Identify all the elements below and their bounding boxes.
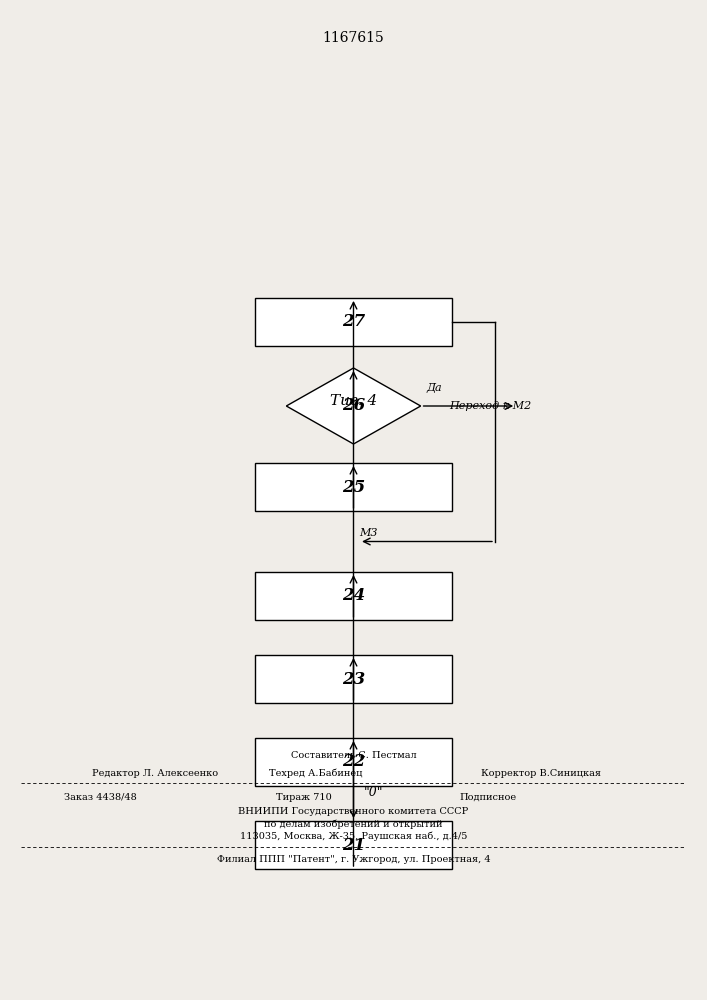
Text: Переход к M2: Переход к M2 bbox=[449, 401, 531, 411]
Bar bbox=[255, 738, 452, 786]
Text: 23: 23 bbox=[342, 670, 365, 688]
Bar bbox=[255, 298, 452, 346]
Text: Τиг. 4: Τиг. 4 bbox=[330, 394, 377, 408]
Polygon shape bbox=[286, 368, 421, 444]
Text: Корректор В.Синицкая: Корректор В.Синицкая bbox=[481, 768, 601, 778]
Text: Подписное: Подписное bbox=[460, 792, 517, 802]
Text: 26: 26 bbox=[342, 397, 365, 414]
Text: 27: 27 bbox=[342, 314, 365, 330]
Bar bbox=[255, 572, 452, 620]
Text: Редактор Л. Алексеенко: Редактор Л. Алексеенко bbox=[92, 768, 218, 778]
Text: по делам изобретений и открытий: по делам изобретений и открытий bbox=[264, 819, 443, 829]
Text: ВНИИПИ Государственного комитета СССР: ВНИИПИ Государственного комитета СССР bbox=[238, 808, 469, 816]
Text: Филиал ППП "Патент", г. Ужгород, ул. Проектная, 4: Филиал ППП "Патент", г. Ужгород, ул. Про… bbox=[216, 856, 491, 864]
Bar bbox=[255, 821, 452, 869]
Text: 22: 22 bbox=[342, 754, 365, 770]
Text: Составитель С. Пестмал: Составитель С. Пестмал bbox=[291, 750, 416, 760]
Text: Техред А.Бабинец: Техред А.Бабинец bbox=[269, 768, 362, 778]
Text: 113035, Москва, Ж-35, Раушская наб., д.4/5: 113035, Москва, Ж-35, Раушская наб., д.4… bbox=[240, 831, 467, 841]
Text: M3: M3 bbox=[359, 528, 378, 538]
Text: Тираж 710: Тираж 710 bbox=[276, 792, 332, 802]
Text: 25: 25 bbox=[342, 479, 365, 495]
Text: Да: Да bbox=[426, 383, 442, 393]
Bar bbox=[255, 463, 452, 511]
Text: 24: 24 bbox=[342, 587, 365, 604]
Text: 1167615: 1167615 bbox=[322, 31, 385, 45]
Text: "0": "0" bbox=[364, 786, 384, 799]
Text: 21: 21 bbox=[342, 836, 365, 854]
Text: Заказ 4438/48: Заказ 4438/48 bbox=[64, 792, 136, 802]
Bar bbox=[255, 655, 452, 703]
